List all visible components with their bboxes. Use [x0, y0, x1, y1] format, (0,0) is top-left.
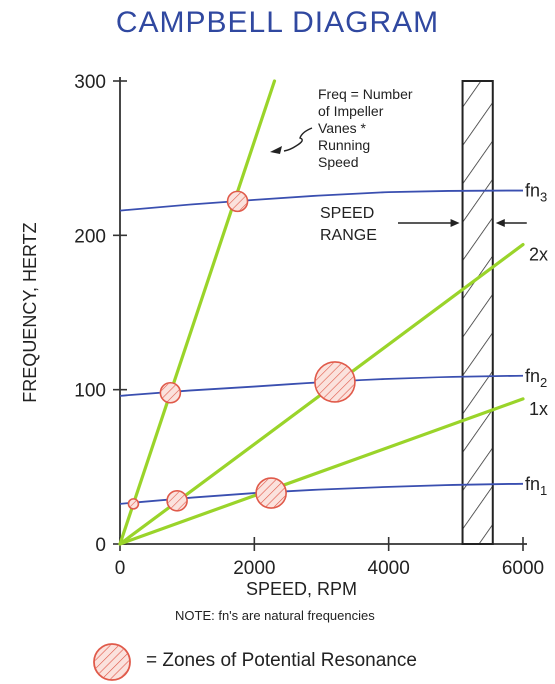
x-tick-label: 0 [115, 558, 126, 579]
vanes-annotation-line: of Impeller [318, 103, 384, 119]
resonance-markers [127, 190, 356, 512]
resonance-zone-hatch [256, 478, 286, 508]
y-tick-label: 0 [95, 535, 106, 556]
chart-title: CAMPBELL DIAGRAM [115, 6, 440, 39]
vanes-annotation-line: Vanes * [318, 120, 367, 136]
legend-resonance-icon [93, 643, 131, 681]
excitation-line-vanes [118, 79, 277, 546]
annotation-arrowhead [270, 146, 282, 154]
resonance-zone-hatch [315, 362, 355, 402]
natural-frequency-fn3 [119, 189, 524, 212]
x-axis-title: SPEED, RPM [246, 579, 357, 599]
x-tick-label: 4000 [368, 558, 410, 579]
axes [119, 77, 527, 545]
speed-range-arrowhead-left [450, 219, 460, 227]
y-tick-label: 100 [74, 381, 106, 402]
vanes-annotation-line: Speed [318, 154, 358, 170]
label-fn1: fn1 [525, 474, 547, 498]
x-tick-label: 2000 [233, 558, 275, 579]
y-tick-label: 200 [74, 226, 106, 247]
resonance-zone-hatch [228, 192, 247, 211]
axis-ticks: 0 100 200 300 0 2000 4000 6000 [74, 72, 544, 579]
label-fn2: fn2 [525, 366, 547, 390]
label-2x: 2x [529, 245, 548, 265]
vanes-annotation-line: Freq = Number [318, 86, 413, 102]
resonance-zone-hatch [129, 499, 138, 509]
speed-range-band [461, 80, 494, 545]
excitation-line-1x [118, 397, 525, 546]
annotation-squiggle [283, 127, 313, 152]
chart-labels: SPEED, RPM FREQUENCY, HERTZ fn1 fn2 fn3 1x 2x S… [20, 86, 548, 599]
speed-range-label-2: RANGE [320, 227, 377, 244]
label-1x: 1x [529, 399, 548, 419]
speed-range-arrowhead-right [495, 219, 505, 227]
x-tick-label: 6000 [502, 558, 544, 579]
resonance-zone-hatch [167, 491, 187, 510]
legend-resonance-hatch [95, 645, 129, 679]
chart-note: NOTE: fn's are natural frequencies [175, 608, 375, 623]
y-axis-title: FREQUENCY, HERTZ [20, 222, 40, 402]
speed-range-label-1: SPEED [320, 205, 374, 222]
vanes-annotation-line: Running [318, 137, 370, 153]
y-tick-label: 300 [74, 72, 106, 93]
label-fn3: fn3 [525, 181, 547, 205]
resonance-zone-hatch [161, 383, 180, 402]
speed-range-bar [461, 80, 494, 545]
legend-label: = Zones of Potential Resonance [146, 650, 417, 671]
